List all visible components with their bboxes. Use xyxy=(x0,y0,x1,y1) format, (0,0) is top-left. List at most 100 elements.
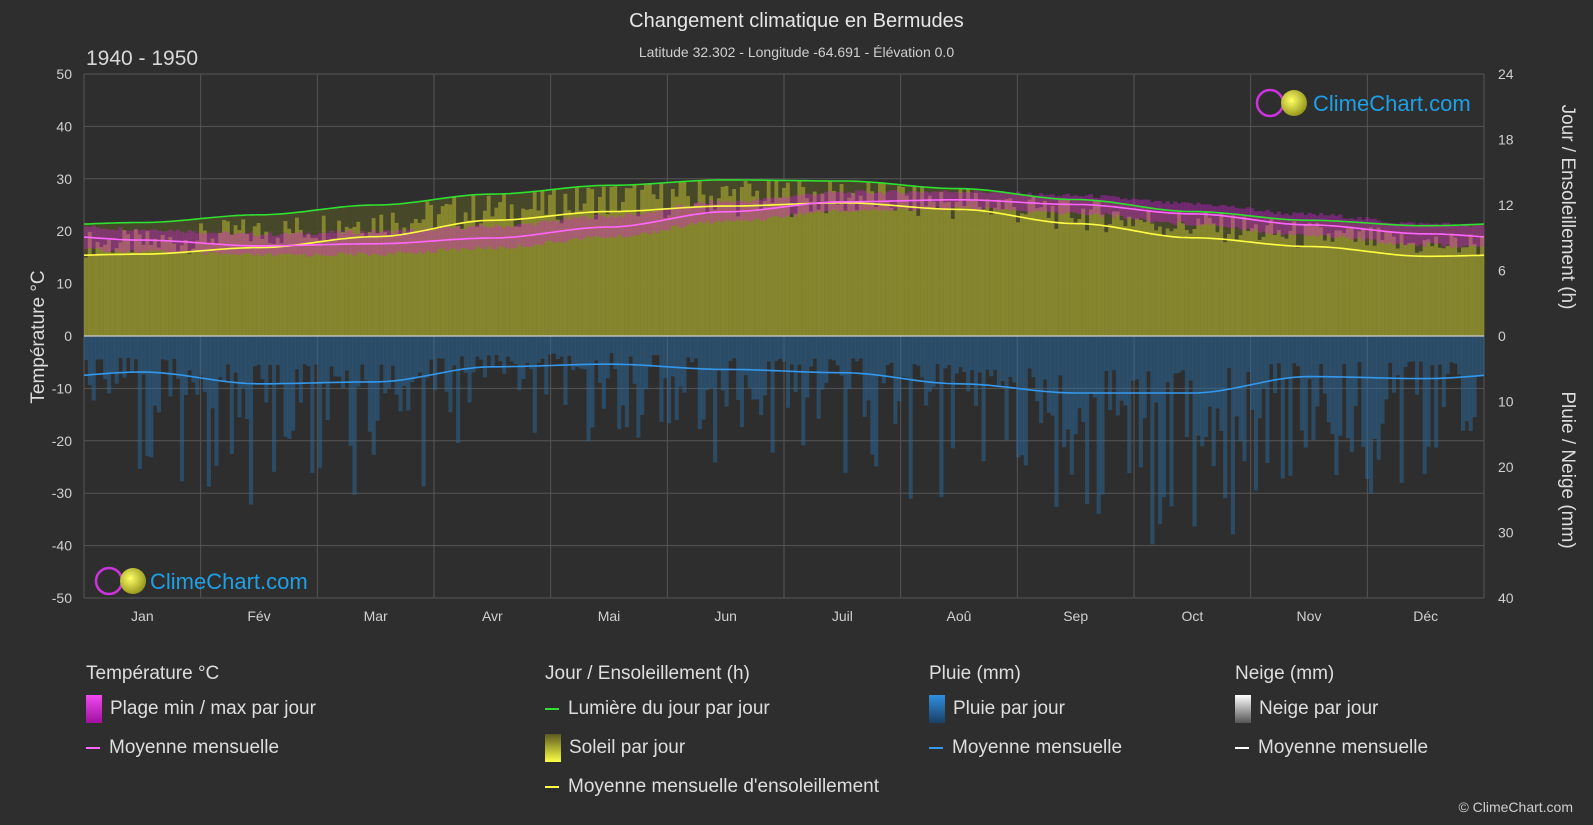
temp-range-bar xyxy=(317,232,323,255)
rain-bar xyxy=(1411,336,1416,362)
rain-bar xyxy=(678,336,683,387)
rain-bar xyxy=(947,336,952,365)
right-tick-label-mm: 20 xyxy=(1498,459,1514,475)
sunshine-bar xyxy=(1368,227,1374,336)
temp-range-bar xyxy=(1349,218,1354,240)
rain-bar xyxy=(364,336,369,381)
sunshine-bar xyxy=(1464,247,1469,336)
rain-bar xyxy=(597,336,603,383)
rain-bar xyxy=(532,336,537,433)
rain-bar xyxy=(1453,336,1458,364)
sunshine-bar xyxy=(1111,211,1117,336)
sunshine-bar xyxy=(1265,225,1270,336)
rain-bar xyxy=(574,336,580,367)
sunshine-bar xyxy=(528,208,534,336)
temp-range-bar xyxy=(214,233,219,253)
sunshine-bar xyxy=(1157,226,1163,336)
sunshine-bar xyxy=(1403,244,1408,336)
rain-bar xyxy=(578,336,583,369)
sunshine-bar xyxy=(103,244,108,336)
sunshine-bar xyxy=(1204,211,1209,336)
rain-bar xyxy=(962,336,967,373)
sunshine-bar xyxy=(1288,230,1293,336)
rain-bar xyxy=(84,336,89,361)
legend-item: Plage min / max par jour xyxy=(86,689,316,728)
temp-range-bar xyxy=(1414,225,1420,247)
temp-range-bar xyxy=(755,198,760,219)
rain-bar xyxy=(728,336,733,361)
sunshine-bar xyxy=(195,240,200,336)
temp-range-bar xyxy=(674,205,679,226)
rain-bar xyxy=(924,336,929,406)
rain-bar xyxy=(294,336,300,370)
temp-range-bar xyxy=(1345,218,1351,238)
sunshine-bar xyxy=(854,210,860,336)
sunshine-bar xyxy=(1380,239,1385,336)
legend-item-label: Moyenne mensuelle xyxy=(1258,736,1429,758)
temp-range-bar xyxy=(1299,212,1305,235)
rain-bar xyxy=(160,336,165,360)
temp-range-bar xyxy=(344,231,349,255)
sunshine-bar xyxy=(352,226,357,336)
rain-bar xyxy=(371,336,376,455)
sunshine-bar xyxy=(555,219,560,336)
rain-bar xyxy=(640,336,645,415)
rain-bar xyxy=(456,336,461,444)
rain-bar xyxy=(808,336,814,367)
temp-range-bar xyxy=(298,231,303,255)
sunshine-bar xyxy=(156,247,162,336)
rain-bar xyxy=(1039,336,1044,424)
sunshine-bar xyxy=(183,239,188,336)
sunshine-bar xyxy=(448,204,453,336)
temp-range-bar xyxy=(287,234,292,254)
brand-text-top: ClimeChart.com xyxy=(1313,91,1471,116)
axes: 50 40 30 20 10 0 -10 -20 -30 -40 -50 24 18 12 6 0 10 20 30… xyxy=(52,66,1514,624)
sunshine-bar xyxy=(471,195,476,336)
period-label: 1940 - 1950 xyxy=(86,47,199,70)
sunshine-bar xyxy=(624,188,629,336)
rain-bar xyxy=(195,336,200,395)
sunshine-bar xyxy=(897,185,902,336)
rain-bar xyxy=(820,336,825,390)
sunshine-bar xyxy=(521,208,526,336)
month-tick-label: Avr xyxy=(482,608,503,624)
sunshine-bar xyxy=(1407,243,1412,336)
month-tick-label: Mar xyxy=(364,608,388,624)
temp-range-bar xyxy=(1050,194,1055,212)
sunshine-bar xyxy=(525,209,530,336)
sunshine-bar xyxy=(356,221,361,336)
temp-range-bar xyxy=(1000,191,1005,210)
rain-bar xyxy=(1365,336,1370,480)
sunshine-bar xyxy=(433,228,438,336)
right-axis-bottom-label: Pluie / Neige (mm) xyxy=(1557,391,1578,548)
rain-bar xyxy=(340,336,346,389)
sunshine-bar xyxy=(981,209,986,336)
rain-bar xyxy=(667,336,672,424)
rain-bar xyxy=(513,336,518,365)
sunshine-bar xyxy=(291,233,296,336)
rain-bar xyxy=(490,336,495,367)
sunshine-bar xyxy=(693,203,698,336)
sunshine-bar xyxy=(1418,251,1423,336)
rain-bar xyxy=(927,336,932,392)
sunshine-bar xyxy=(1284,238,1289,336)
rain-bar xyxy=(1223,336,1228,499)
rain-bar xyxy=(989,336,994,377)
sunshine-bar xyxy=(509,204,514,336)
sunshine-bar xyxy=(947,201,952,336)
sunshine-bar xyxy=(632,184,637,336)
sunshine-bar xyxy=(966,188,971,336)
temp-range-bar xyxy=(1065,193,1071,213)
rain-bar xyxy=(179,336,185,482)
sunshine-bar xyxy=(1453,237,1458,336)
temp-range-bar xyxy=(939,191,944,211)
rain-bar xyxy=(141,336,146,375)
rain-bar xyxy=(693,336,698,359)
temp-range-bar xyxy=(202,233,208,255)
sunshine-swatch xyxy=(545,733,561,762)
rain-bar xyxy=(1441,336,1446,408)
sunshine-bar xyxy=(429,204,434,336)
sunshine-bar xyxy=(870,191,875,336)
rain-bar xyxy=(559,336,564,357)
rain-bar xyxy=(1146,336,1151,372)
